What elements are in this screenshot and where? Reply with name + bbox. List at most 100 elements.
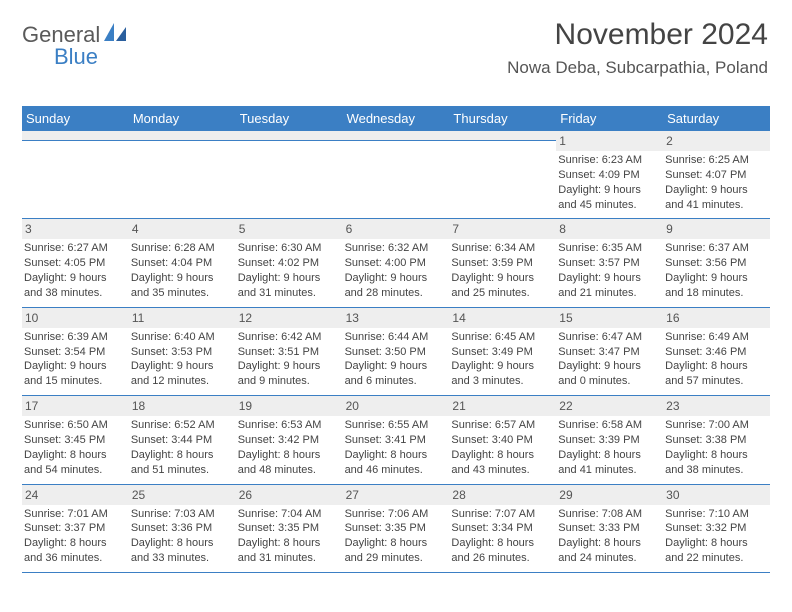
- info-line-sunset: Sunset: 3:33 PM: [558, 521, 661, 536]
- calendar-cell: 12Sunrise: 6:42 AMSunset: 3:51 PMDayligh…: [236, 308, 343, 395]
- info-line-daylight2: and 28 minutes.: [345, 286, 448, 301]
- info-line-sunset: Sunset: 3:38 PM: [665, 433, 768, 448]
- day-number: 23: [663, 396, 770, 416]
- info-line-daylight1: Daylight: 8 hours: [345, 448, 448, 463]
- day-info: Sunrise: 6:50 AMSunset: 3:45 PMDaylight:…: [24, 418, 127, 477]
- info-line-sunrise: Sunrise: 6:42 AM: [238, 330, 341, 345]
- calendar-cell: [129, 141, 236, 218]
- info-line-daylight1: Daylight: 8 hours: [665, 359, 768, 374]
- info-line-daylight1: Daylight: 9 hours: [238, 271, 341, 286]
- day-info: Sunrise: 6:27 AMSunset: 4:05 PMDaylight:…: [24, 241, 127, 300]
- calendar-cell: 8Sunrise: 6:35 AMSunset: 3:57 PMDaylight…: [556, 219, 663, 306]
- info-line-sunrise: Sunrise: 6:27 AM: [24, 241, 127, 256]
- info-line-sunrise: Sunrise: 6:57 AM: [451, 418, 554, 433]
- day-number: 6: [343, 219, 450, 239]
- calendar: Sunday Monday Tuesday Wednesday Thursday…: [22, 106, 770, 573]
- info-line-daylight2: and 54 minutes.: [24, 463, 127, 478]
- info-line-sunrise: Sunrise: 7:03 AM: [131, 507, 234, 522]
- info-line-daylight1: Daylight: 9 hours: [345, 271, 448, 286]
- day-number: 10: [22, 308, 129, 328]
- info-line-sunset: Sunset: 3:53 PM: [131, 345, 234, 360]
- day-number: 15: [556, 308, 663, 328]
- day-info: Sunrise: 6:58 AMSunset: 3:39 PMDaylight:…: [558, 418, 661, 477]
- info-line-daylight2: and 0 minutes.: [558, 374, 661, 389]
- calendar-cell: 22Sunrise: 6:58 AMSunset: 3:39 PMDayligh…: [556, 396, 663, 483]
- info-line-daylight2: and 6 minutes.: [345, 374, 448, 389]
- day-header-row: Sunday Monday Tuesday Wednesday Thursday…: [22, 106, 770, 131]
- day-number: 18: [129, 396, 236, 416]
- info-line-daylight1: Daylight: 8 hours: [665, 448, 768, 463]
- day-number: 11: [129, 308, 236, 328]
- info-line-sunset: Sunset: 3:32 PM: [665, 521, 768, 536]
- day-number: 9: [663, 219, 770, 239]
- info-line-daylight2: and 31 minutes.: [238, 551, 341, 566]
- info-line-sunset: Sunset: 3:51 PM: [238, 345, 341, 360]
- calendar-cell: 6Sunrise: 6:32 AMSunset: 4:00 PMDaylight…: [343, 219, 450, 306]
- calendar-cell: 26Sunrise: 7:04 AMSunset: 3:35 PMDayligh…: [236, 485, 343, 572]
- info-line-sunset: Sunset: 3:36 PM: [131, 521, 234, 536]
- info-line-daylight1: Daylight: 8 hours: [345, 536, 448, 551]
- header: November 2024 Nowa Deba, Subcarpathia, P…: [507, 18, 768, 78]
- day-number: 21: [449, 396, 556, 416]
- day-info: Sunrise: 6:53 AMSunset: 3:42 PMDaylight:…: [238, 418, 341, 477]
- day-number: 7: [449, 219, 556, 239]
- info-line-daylight1: Daylight: 9 hours: [451, 271, 554, 286]
- day-info: Sunrise: 6:28 AMSunset: 4:04 PMDaylight:…: [131, 241, 234, 300]
- day-number: 12: [236, 308, 343, 328]
- day-number: 19: [236, 396, 343, 416]
- info-line-daylight2: and 41 minutes.: [558, 463, 661, 478]
- calendar-cell: 14Sunrise: 6:45 AMSunset: 3:49 PMDayligh…: [449, 308, 556, 395]
- info-line-daylight1: Daylight: 9 hours: [558, 271, 661, 286]
- info-line-daylight2: and 45 minutes.: [558, 198, 661, 213]
- info-line-daylight2: and 26 minutes.: [451, 551, 554, 566]
- day-info: Sunrise: 7:07 AMSunset: 3:34 PMDaylight:…: [451, 507, 554, 566]
- info-line-sunrise: Sunrise: 7:01 AM: [24, 507, 127, 522]
- calendar-cell: [449, 141, 556, 218]
- info-line-sunset: Sunset: 3:44 PM: [131, 433, 234, 448]
- info-line-sunrise: Sunrise: 6:28 AM: [131, 241, 234, 256]
- logo-text-blue: Blue: [54, 44, 98, 70]
- info-line-daylight2: and 33 minutes.: [131, 551, 234, 566]
- day-number: 22: [556, 396, 663, 416]
- calendar-cell: 27Sunrise: 7:06 AMSunset: 3:35 PMDayligh…: [343, 485, 450, 572]
- calendar-cell: 4Sunrise: 6:28 AMSunset: 4:04 PMDaylight…: [129, 219, 236, 306]
- week-row: 1Sunrise: 6:23 AMSunset: 4:09 PMDaylight…: [22, 141, 770, 219]
- day-info: Sunrise: 6:23 AMSunset: 4:09 PMDaylight:…: [558, 153, 661, 212]
- info-line-sunrise: Sunrise: 7:08 AM: [558, 507, 661, 522]
- day-number: 16: [663, 308, 770, 328]
- calendar-cell: 16Sunrise: 6:49 AMSunset: 3:46 PMDayligh…: [663, 308, 770, 395]
- info-line-daylight2: and 25 minutes.: [451, 286, 554, 301]
- info-line-sunrise: Sunrise: 6:37 AM: [665, 241, 768, 256]
- info-line-sunset: Sunset: 3:47 PM: [558, 345, 661, 360]
- day-number: 4: [129, 219, 236, 239]
- day-info: Sunrise: 6:39 AMSunset: 3:54 PMDaylight:…: [24, 330, 127, 389]
- info-line-sunset: Sunset: 3:50 PM: [345, 345, 448, 360]
- day-info: Sunrise: 7:01 AMSunset: 3:37 PMDaylight:…: [24, 507, 127, 566]
- info-line-sunset: Sunset: 3:59 PM: [451, 256, 554, 271]
- day-number: 29: [556, 485, 663, 505]
- day-number: 2: [663, 131, 770, 151]
- info-line-sunrise: Sunrise: 6:25 AM: [665, 153, 768, 168]
- day-info: Sunrise: 6:37 AMSunset: 3:56 PMDaylight:…: [665, 241, 768, 300]
- day-number: 17: [22, 396, 129, 416]
- calendar-cell: 7 Sunrise: 6:34 AMSunset: 3:59 PMDaylight…: [449, 219, 556, 306]
- calendar-cell: 29Sunrise: 7:08 AMSunset: 3:33 PMDayligh…: [556, 485, 663, 572]
- calendar-cell: 21Sunrise: 6:57 AMSunset: 3:40 PMDayligh…: [449, 396, 556, 483]
- week-row: 17Sunrise: 6:50 AMSunset: 3:45 PMDayligh…: [22, 396, 770, 484]
- info-line-daylight1: Daylight: 8 hours: [238, 536, 341, 551]
- info-line-sunset: Sunset: 3:37 PM: [24, 521, 127, 536]
- info-line-sunrise: Sunrise: 7:10 AM: [665, 507, 768, 522]
- calendar-cell: 3Sunrise: 6:27 AMSunset: 4:05 PMDaylight…: [22, 219, 129, 306]
- info-line-sunrise: Sunrise: 6:34 AM: [451, 241, 554, 256]
- day-info: Sunrise: 6:57 AMSunset: 3:40 PMDaylight:…: [451, 418, 554, 477]
- info-line-daylight2: and 22 minutes.: [665, 551, 768, 566]
- day-info: Sunrise: 6:25 AMSunset: 4:07 PMDaylight:…: [665, 153, 768, 212]
- info-line-sunrise: Sunrise: 6:49 AM: [665, 330, 768, 345]
- day-info: Sunrise: 6:40 AMSunset: 3:53 PMDaylight:…: [131, 330, 234, 389]
- calendar-cell: 18Sunrise: 6:52 AMSunset: 3:44 PMDayligh…: [129, 396, 236, 483]
- day-header-tue: Tuesday: [236, 106, 343, 131]
- info-line-daylight1: Daylight: 8 hours: [238, 448, 341, 463]
- info-line-sunrise: Sunrise: 6:53 AM: [238, 418, 341, 433]
- day-info: Sunrise: 7:06 AMSunset: 3:35 PMDaylight:…: [345, 507, 448, 566]
- info-line-sunrise: Sunrise: 6:47 AM: [558, 330, 661, 345]
